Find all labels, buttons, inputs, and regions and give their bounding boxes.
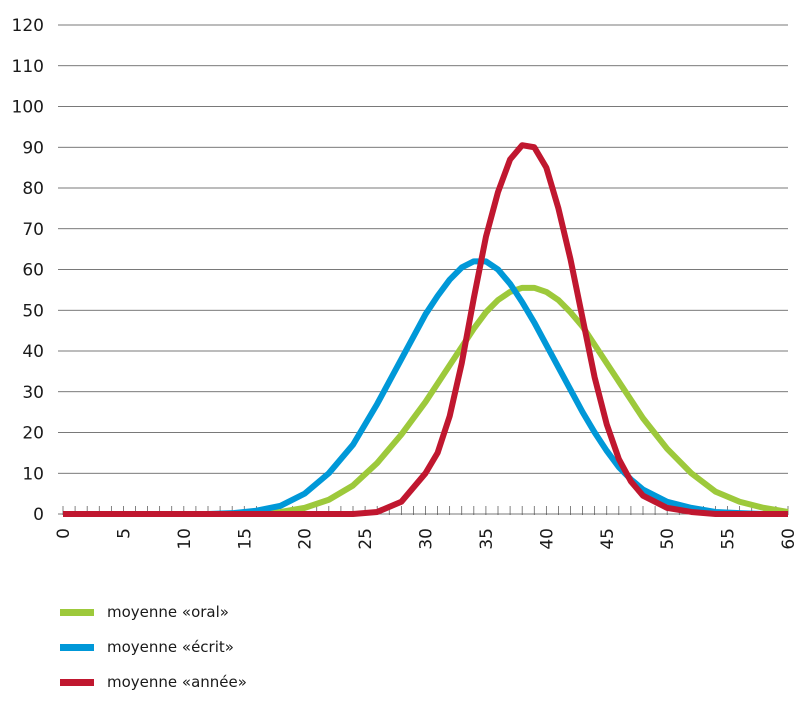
y-tick-label: 80	[22, 179, 44, 199]
x-tick-label: 35	[477, 528, 497, 550]
y-tick-label: 40	[22, 342, 44, 362]
legend-swatch-oral	[60, 608, 94, 616]
x-tick-label: 10	[175, 528, 195, 550]
legend-label-ecrit: moyenne «écrit»	[107, 638, 234, 656]
legend-item-oral: moyenne «oral»	[60, 603, 247, 621]
x-tick-label: 25	[356, 528, 376, 550]
legend-label-annee: moyenne «année»	[107, 673, 247, 691]
x-tick-label: 55	[719, 528, 739, 550]
legend-swatch-annee	[60, 678, 94, 686]
y-tick-label: 100	[12, 98, 44, 118]
y-tick-label: 110	[12, 57, 44, 77]
y-tick-label: 90	[22, 138, 44, 158]
x-tick-label: 40	[537, 528, 557, 550]
x-tick-label: 45	[598, 528, 618, 550]
y-tick-label: 0	[33, 505, 44, 525]
y-tick-label: 50	[22, 301, 44, 321]
series-lines	[63, 142, 789, 517]
line-chart: 0 10 20 30 40 50 60 70 80 90 100 110 120 0 5 10 15 20 25 3…	[12, 16, 796, 550]
series-line-2	[63, 142, 788, 517]
legend: moyenne «oral» moyenne «écrit» moyenne «…	[60, 603, 247, 708]
y-tick-label: 70	[22, 220, 44, 240]
y-tick-label: 120	[12, 16, 44, 36]
x-tick-label: 20	[296, 528, 316, 550]
y-tick-label: 60	[22, 261, 44, 281]
x-tick-label: 30	[417, 528, 437, 550]
legend-label-oral: moyenne «oral»	[107, 603, 229, 621]
series-line-0	[63, 284, 789, 517]
x-tick-label: 0	[54, 528, 74, 539]
y-tick-label: 10	[22, 464, 44, 484]
x-axis-tick-labels: 0 5 10 15 20 25 30 35 40 45 50 55 60	[54, 528, 796, 550]
legend-item-annee: moyenne «année»	[60, 673, 247, 691]
legend-item-ecrit: moyenne «écrit»	[60, 638, 247, 656]
x-tick-label: 5	[114, 528, 134, 539]
legend-swatch-ecrit	[60, 643, 94, 651]
x-tick-label: 15	[235, 528, 255, 550]
x-tick-label: 60	[779, 528, 796, 550]
gridlines	[58, 24, 788, 515]
y-axis-tick-labels: 0 10 20 30 40 50 60 70 80 90 100 110 120	[12, 16, 44, 525]
y-tick-label: 20	[22, 424, 44, 444]
x-tick-label: 50	[658, 528, 678, 550]
y-tick-label: 30	[22, 383, 44, 403]
